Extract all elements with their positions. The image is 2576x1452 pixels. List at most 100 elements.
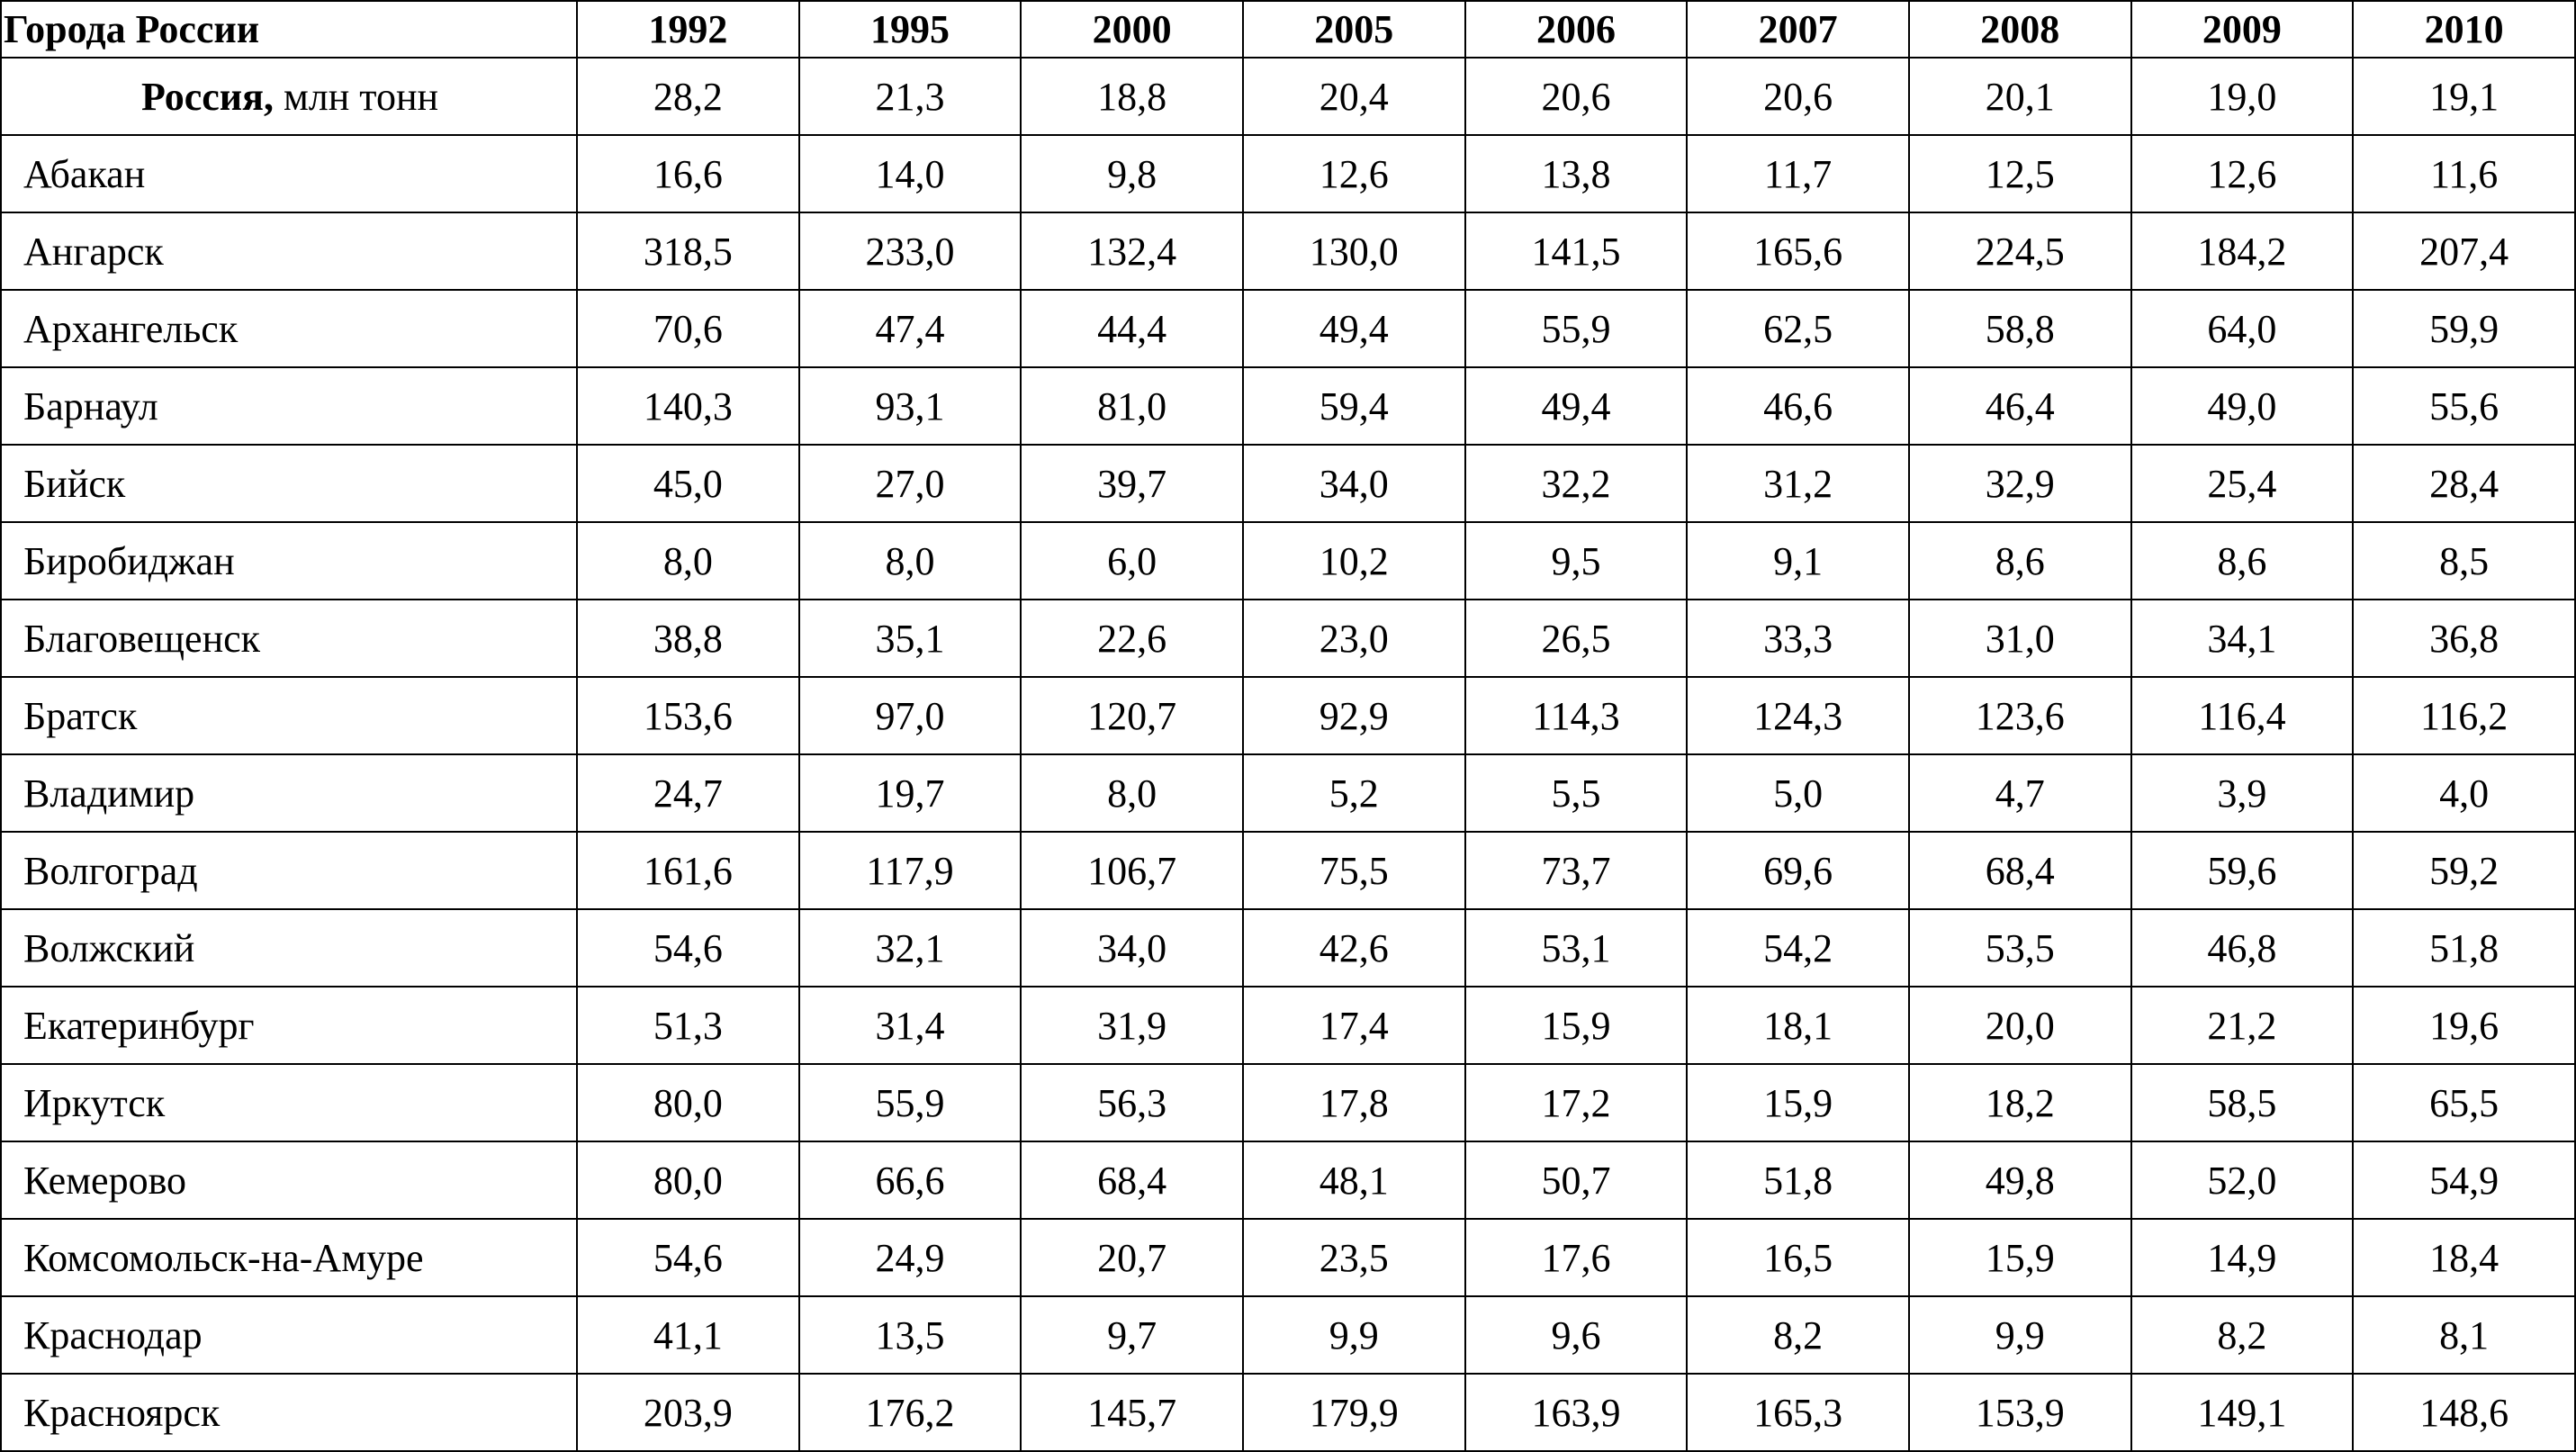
value-cell: 19,6: [2352, 986, 2576, 1065]
value-cell: 54,6: [576, 1218, 800, 1297]
value-cell: 97,0: [797, 676, 1022, 755]
value-cell: 179,9: [1241, 1373, 1466, 1452]
value-cell: 39,7: [1020, 444, 1244, 523]
value-cell: 19,7: [797, 753, 1022, 833]
value-cell: 9,7: [1020, 1295, 1244, 1375]
value-cell: 18,1: [1686, 986, 1910, 1065]
value-cell: 20,6: [1464, 57, 1689, 136]
value-cell: 16,6: [576, 134, 800, 213]
value-cell: 17,4: [1241, 986, 1466, 1065]
value-cell: 21,3: [797, 57, 1022, 136]
value-cell: 48,1: [1241, 1141, 1466, 1220]
value-cell: 49,0: [2130, 366, 2355, 446]
value-cell: 56,3: [1020, 1063, 1244, 1142]
city-row: Ангарск 318,5 233,0 132,4 130,0 141,5 165,6 224…: [0, 212, 2576, 291]
value-cell: 163,9: [1464, 1373, 1689, 1452]
value-cell: 24,7: [576, 753, 800, 833]
value-cell: 70,6: [576, 289, 800, 368]
value-cell: 4,0: [2352, 753, 2576, 833]
total-label-cell: Россия, млн тонн: [0, 57, 578, 136]
city-name: Биробиджан: [0, 521, 578, 600]
value-cell: 203,9: [576, 1373, 800, 1452]
header-cell: 2007: [1686, 0, 1910, 59]
value-cell: 34,0: [1241, 444, 1466, 523]
value-cell: 65,5: [2352, 1063, 2576, 1142]
value-cell: 49,8: [1907, 1141, 2132, 1220]
value-cell: 47,4: [797, 289, 1022, 368]
city-name: Барнаул: [0, 366, 578, 446]
value-cell: 18,4: [2352, 1218, 2576, 1297]
value-cell: 9,6: [1464, 1295, 1689, 1375]
value-cell: 15,9: [1464, 986, 1689, 1065]
value-cell: 8,1: [2352, 1295, 2576, 1375]
value-cell: 42,6: [1241, 908, 1466, 988]
city-name: Волгоград: [0, 831, 578, 910]
value-cell: 68,4: [1020, 1141, 1244, 1220]
value-cell: 123,6: [1907, 676, 2132, 755]
value-cell: 165,3: [1686, 1373, 1910, 1452]
value-cell: 31,0: [1907, 599, 2132, 678]
value-cell: 20,4: [1241, 57, 1466, 136]
city-name: Екатеринбург: [0, 986, 578, 1065]
value-cell: 32,9: [1907, 444, 2132, 523]
value-cell: 130,0: [1241, 212, 1466, 291]
value-cell: 49,4: [1464, 366, 1689, 446]
value-cell: 140,3: [576, 366, 800, 446]
value-cell: 124,3: [1686, 676, 1910, 755]
value-cell: 54,2: [1686, 908, 1910, 988]
value-cell: 17,8: [1241, 1063, 1466, 1142]
value-cell: 38,8: [576, 599, 800, 678]
value-cell: 8,0: [576, 521, 800, 600]
value-cell: 59,4: [1241, 366, 1466, 446]
total-unit: млн тонн: [283, 74, 439, 119]
city-row: Волгоград 161,6 117,9 106,7 75,5 73,7 69,6 68,4…: [0, 831, 2576, 910]
value-cell: 16,5: [1686, 1218, 1910, 1297]
city-row: Братск 153,6 97,0 120,7 92,9 114,3 124,3 123,6 1…: [0, 676, 2576, 755]
city-name: Волжский: [0, 908, 578, 988]
value-cell: 46,8: [2130, 908, 2355, 988]
value-cell: 6,0: [1020, 521, 1244, 600]
value-cell: 15,9: [1907, 1218, 2132, 1297]
value-cell: 233,0: [797, 212, 1022, 291]
value-cell: 20,6: [1686, 57, 1910, 136]
value-cell: 153,6: [576, 676, 800, 755]
value-cell: 50,7: [1464, 1141, 1689, 1220]
value-cell: 12,6: [1241, 134, 1466, 213]
value-cell: 59,2: [2352, 831, 2576, 910]
value-cell: 58,5: [2130, 1063, 2355, 1142]
value-cell: 59,6: [2130, 831, 2355, 910]
value-cell: 8,5: [2352, 521, 2576, 600]
value-cell: 132,4: [1020, 212, 1244, 291]
header-cell: 2009: [2130, 0, 2355, 59]
value-cell: 31,2: [1686, 444, 1910, 523]
value-cell: 25,4: [2130, 444, 2355, 523]
city-row: Красноярск 203,9 176,2 145,7 179,9 163,9 165,3…: [0, 1373, 2576, 1452]
value-cell: 184,2: [2130, 212, 2355, 291]
city-name: Абакан: [0, 134, 578, 213]
value-cell: 149,1: [2130, 1373, 2355, 1452]
value-cell: 13,5: [797, 1295, 1022, 1375]
value-cell: 23,0: [1241, 599, 1466, 678]
value-cell: 53,5: [1907, 908, 2132, 988]
value-cell: 12,6: [2130, 134, 2355, 213]
value-cell: 20,1: [1907, 57, 2132, 136]
value-cell: 176,2: [797, 1373, 1022, 1452]
value-cell: 23,5: [1241, 1218, 1466, 1297]
header-cell: 2008: [1907, 0, 2132, 59]
value-cell: 69,6: [1686, 831, 1910, 910]
value-cell: 9,9: [1907, 1295, 2132, 1375]
value-cell: 54,9: [2352, 1141, 2576, 1220]
value-cell: 46,6: [1686, 366, 1910, 446]
value-cell: 32,1: [797, 908, 1022, 988]
value-cell: 35,1: [797, 599, 1022, 678]
value-cell: 14,9: [2130, 1218, 2355, 1297]
value-cell: 75,5: [1241, 831, 1466, 910]
value-cell: 8,0: [1020, 753, 1244, 833]
value-cell: 27,0: [797, 444, 1022, 523]
value-cell: 145,7: [1020, 1373, 1244, 1452]
value-cell: 12,5: [1907, 134, 2132, 213]
city-row: Иркутск 80,0 55,9 56,3 17,8 17,2 15,9 18,2 58,5 6…: [0, 1063, 2576, 1142]
value-cell: 117,9: [797, 831, 1022, 910]
